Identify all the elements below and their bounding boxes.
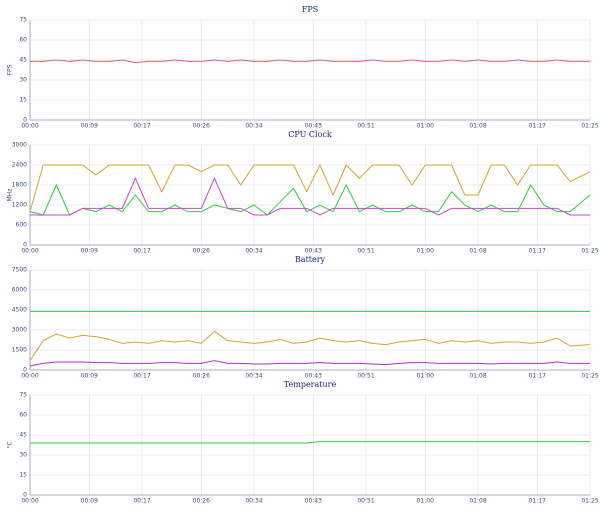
- x-tick-label: 00:34: [245, 498, 262, 505]
- x-tick-label: 00:26: [193, 123, 210, 130]
- y-tick-label: 45: [19, 57, 27, 64]
- x-tick-label: 00:00: [21, 498, 38, 505]
- x-tick-label: 01:00: [417, 373, 434, 380]
- x-tick-label: 00:51: [357, 498, 374, 505]
- y-axis-label: °C: [7, 441, 14, 448]
- y-tick-label: 30: [19, 77, 27, 84]
- chart-title: CPU Clock: [288, 130, 332, 139]
- y-tick-label: 7500: [12, 267, 27, 274]
- chart-title: Temperature: [284, 380, 337, 389]
- y-tick-label: 1200: [12, 202, 27, 209]
- y-tick-label: 1500: [12, 347, 27, 354]
- y-tick-label: 75: [19, 17, 27, 24]
- y-tick-label: 0: [23, 117, 27, 124]
- y-tick-label: 1800: [12, 182, 27, 189]
- x-tick-label: 01:17: [529, 248, 546, 255]
- y-tick-label: 15: [19, 97, 27, 104]
- x-tick-label: 00:43: [305, 123, 322, 130]
- x-tick-label: 00:34: [245, 248, 262, 255]
- x-tick-label: 01:00: [417, 123, 434, 130]
- series-line: [29, 183, 591, 216]
- x-tick-label: 01:25: [581, 498, 598, 505]
- x-tick-label: 00:26: [193, 248, 210, 255]
- x-tick-label: 01:08: [469, 498, 486, 505]
- x-tick-label: 00:51: [357, 373, 374, 380]
- x-tick-label: 00:51: [357, 248, 374, 255]
- y-axis-label: FPS: [7, 64, 14, 75]
- y-tick-label: 0: [23, 492, 27, 499]
- series-line: [29, 360, 590, 367]
- x-tick-label: 00:09: [81, 498, 98, 505]
- series-line: [30, 59, 590, 64]
- x-tick-label: 00:17: [133, 123, 150, 130]
- x-tick-label: 00:43: [305, 248, 322, 255]
- x-tick-label: 01:17: [529, 373, 546, 380]
- x-tick-label: 00:17: [133, 373, 150, 380]
- x-tick-label: 00:34: [245, 373, 262, 380]
- y-tick-label: 60: [19, 412, 27, 419]
- series-line: [30, 177, 590, 216]
- x-tick-label: 01:00: [417, 498, 434, 505]
- y-tick-label: 4500: [12, 307, 27, 314]
- y-tick-label: 6000: [12, 287, 27, 294]
- x-tick-label: 00:00: [21, 248, 38, 255]
- x-tick-label: 01:17: [529, 123, 546, 130]
- x-tick-label: 00:43: [305, 498, 322, 505]
- x-tick-label: 00:26: [193, 498, 210, 505]
- y-tick-label: 3000: [12, 142, 27, 149]
- series-line: [30, 441, 590, 444]
- y-tick-label: 75: [19, 392, 27, 399]
- y-tick-label: 60: [19, 37, 27, 44]
- y-tick-label: 45: [19, 432, 27, 439]
- x-tick-label: 01:25: [581, 373, 598, 380]
- chart-title: Battery: [295, 255, 326, 264]
- y-tick-label: 600: [16, 222, 28, 229]
- y-tick-label: 3000: [12, 327, 27, 334]
- series-line: [29, 163, 591, 212]
- y-tick-label: 0: [23, 242, 27, 249]
- y-tick-label: 2400: [12, 162, 27, 169]
- y-axis-label: MHz: [7, 189, 14, 202]
- x-tick-label: 00:34: [245, 123, 262, 130]
- y-tick-label: 15: [19, 472, 27, 479]
- x-tick-label: 01:25: [581, 123, 598, 130]
- x-tick-label: 00:26: [193, 373, 210, 380]
- x-tick-label: 00:09: [81, 123, 98, 130]
- x-tick-label: 00:00: [21, 373, 38, 380]
- x-tick-label: 00:51: [357, 123, 374, 130]
- y-tick-label: 30: [19, 452, 27, 459]
- x-tick-label: 00:17: [133, 498, 150, 505]
- chart-title: FPS: [302, 5, 318, 14]
- x-tick-label: 00:09: [81, 373, 98, 380]
- x-tick-label: 01:08: [469, 373, 486, 380]
- x-tick-label: 00:43: [305, 373, 322, 380]
- x-tick-label: 00:00: [21, 123, 38, 130]
- series-line: [29, 330, 591, 361]
- x-tick-label: 01:25: [581, 248, 598, 255]
- x-tick-label: 01:08: [469, 248, 486, 255]
- x-tick-label: 01:00: [417, 248, 434, 255]
- x-tick-label: 00:17: [133, 248, 150, 255]
- x-tick-label: 00:09: [81, 248, 98, 255]
- x-tick-label: 01:08: [469, 123, 486, 130]
- x-tick-label: 01:17: [529, 498, 546, 505]
- y-tick-label: 0: [23, 367, 27, 374]
